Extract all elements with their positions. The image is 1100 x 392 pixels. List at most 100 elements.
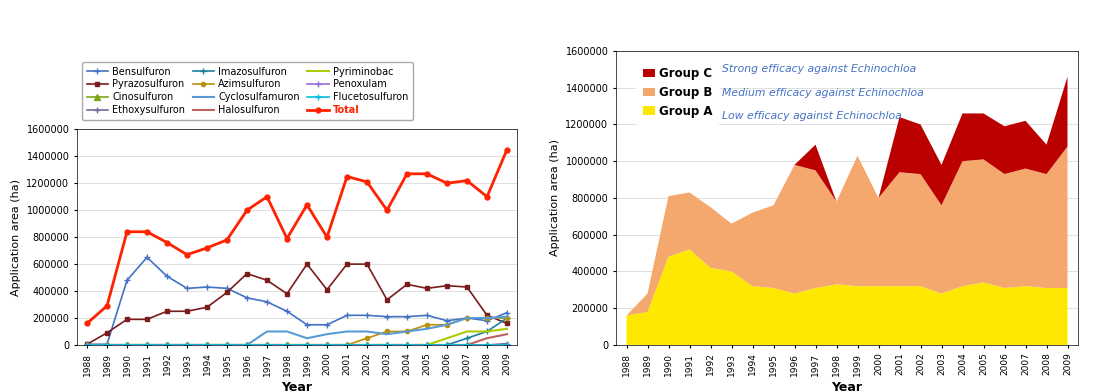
Imazosulfuron xyxy=(481,329,494,334)
Pyriminobac xyxy=(400,343,414,347)
Total xyxy=(220,238,233,242)
Line: Flucetosulfuron: Flucetosulfuron xyxy=(84,341,510,348)
Halosulfuron xyxy=(320,343,333,347)
Penoxulam xyxy=(361,343,374,347)
Legend: Bensulfuron, Pyrazosulfuron, Cinosulfuron, Ethoxysulfuron, Imazosulfuron, Azimsu: Bensulfuron, Pyrazosulfuron, Cinosulfuro… xyxy=(81,62,412,120)
Cinosulfuron xyxy=(440,343,453,347)
Imazosulfuron xyxy=(340,343,353,347)
Total xyxy=(100,303,113,308)
Cyclosulfamuron xyxy=(361,329,374,334)
Cinosulfuron xyxy=(120,343,133,347)
Ethoxysulfuron xyxy=(100,343,113,347)
Azimsulfuron xyxy=(161,343,174,347)
Imazosulfuron xyxy=(241,343,254,347)
Total xyxy=(200,245,213,250)
Cinosulfuron xyxy=(340,343,353,347)
Line: Bensulfuron: Bensulfuron xyxy=(84,254,510,348)
Pyriminobac xyxy=(500,327,514,331)
Halosulfuron xyxy=(141,343,154,347)
Halosulfuron xyxy=(461,343,474,347)
Cyclosulfamuron xyxy=(300,336,313,341)
Cinosulfuron xyxy=(161,343,174,347)
Halosulfuron xyxy=(481,336,494,341)
Penoxulam xyxy=(500,343,514,347)
Ethoxysulfuron xyxy=(261,343,274,347)
Penoxulam xyxy=(200,343,213,347)
Ethoxysulfuron xyxy=(420,343,433,347)
Bensulfuron xyxy=(340,313,353,318)
Penoxulam xyxy=(180,343,194,347)
Total xyxy=(481,194,494,199)
Flucetosulfuron xyxy=(80,343,94,347)
Cinosulfuron xyxy=(400,343,414,347)
Imazosulfuron xyxy=(261,343,274,347)
Flucetosulfuron xyxy=(220,343,233,347)
Line: Azimsulfuron: Azimsulfuron xyxy=(85,316,509,347)
Total xyxy=(300,202,313,207)
Flucetosulfuron xyxy=(300,343,313,347)
Pyrazosulfuron xyxy=(161,309,174,314)
Penoxulam xyxy=(400,343,414,347)
Azimsulfuron xyxy=(440,322,453,327)
Azimsulfuron xyxy=(261,343,274,347)
Pyriminobac xyxy=(200,343,213,347)
Ethoxysulfuron xyxy=(481,343,494,347)
Penoxulam xyxy=(241,343,254,347)
Bensulfuron xyxy=(420,313,433,318)
Cyclosulfamuron xyxy=(340,329,353,334)
Flucetosulfuron xyxy=(200,343,213,347)
Cyclosulfamuron xyxy=(80,343,94,347)
Ethoxysulfuron xyxy=(180,343,194,347)
Penoxulam xyxy=(440,343,453,347)
Cyclosulfamuron xyxy=(320,332,333,336)
Line: Ethoxysulfuron: Ethoxysulfuron xyxy=(84,340,510,348)
Halosulfuron xyxy=(80,343,94,347)
Flucetosulfuron xyxy=(161,343,174,347)
Bensulfuron xyxy=(461,316,474,320)
Pyrazosulfuron xyxy=(300,262,313,267)
Ethoxysulfuron xyxy=(300,343,313,347)
Ethoxysulfuron xyxy=(280,343,294,347)
Total xyxy=(120,229,133,234)
Penoxulam xyxy=(141,343,154,347)
Azimsulfuron xyxy=(320,343,333,347)
Cinosulfuron xyxy=(361,343,374,347)
Pyrazosulfuron xyxy=(361,262,374,267)
Imazosulfuron xyxy=(120,343,133,347)
Penoxulam xyxy=(80,343,94,347)
Bensulfuron xyxy=(280,309,294,314)
Pyriminobac xyxy=(280,343,294,347)
Pyriminobac xyxy=(340,343,353,347)
Cinosulfuron xyxy=(280,343,294,347)
Line: Cyclosulfamuron: Cyclosulfamuron xyxy=(87,317,507,345)
Ethoxysulfuron xyxy=(220,343,233,347)
Text: Strong efficacy against Echinochloa: Strong efficacy against Echinochloa xyxy=(723,64,916,74)
Bensulfuron xyxy=(481,318,494,323)
Pyriminobac xyxy=(241,343,254,347)
Imazosulfuron xyxy=(80,343,94,347)
Ethoxysulfuron xyxy=(461,343,474,347)
Pyriminobac xyxy=(220,343,233,347)
Total xyxy=(461,178,474,183)
Cyclosulfamuron xyxy=(100,343,113,347)
Penoxulam xyxy=(161,343,174,347)
Cyclosulfamuron xyxy=(481,316,494,320)
Penoxulam xyxy=(320,343,333,347)
Cinosulfuron xyxy=(100,343,113,347)
Bensulfuron xyxy=(381,314,394,319)
Azimsulfuron xyxy=(180,343,194,347)
Cinosulfuron xyxy=(420,343,433,347)
Cinosulfuron xyxy=(300,343,313,347)
Ethoxysulfuron xyxy=(200,343,213,347)
Imazosulfuron xyxy=(161,343,174,347)
Total xyxy=(340,174,353,179)
Bensulfuron xyxy=(300,322,313,327)
Flucetosulfuron xyxy=(340,343,353,347)
Flucetosulfuron xyxy=(141,343,154,347)
Penoxulam xyxy=(381,343,394,347)
Cinosulfuron xyxy=(180,343,194,347)
Cyclosulfamuron xyxy=(141,343,154,347)
Halosulfuron xyxy=(420,343,433,347)
Ethoxysulfuron xyxy=(500,341,514,346)
Bensulfuron xyxy=(500,310,514,315)
